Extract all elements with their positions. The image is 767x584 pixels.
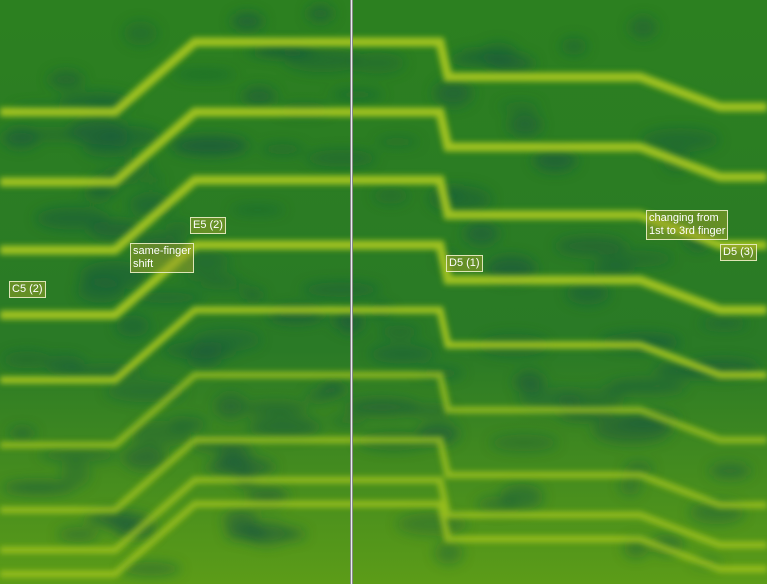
noise-blotch bbox=[376, 137, 420, 147]
noise-blotch bbox=[57, 527, 99, 543]
label-line-2: 1st to 3rd finger bbox=[649, 225, 726, 237]
label-same-finger-shift: same-finger shift bbox=[130, 243, 195, 273]
noise-blotch bbox=[434, 541, 463, 565]
noise-blotch bbox=[200, 280, 251, 290]
noise-blotch bbox=[48, 70, 84, 89]
playhead-divider[interactable] bbox=[350, 0, 353, 584]
noise-blotch bbox=[260, 143, 304, 155]
noise-blotch bbox=[2, 481, 75, 494]
noise-blotch bbox=[165, 221, 192, 238]
noise-blotch bbox=[499, 101, 540, 112]
noise-blotch bbox=[61, 459, 90, 488]
harmonic-band bbox=[0, 107, 767, 187]
noise-blotch bbox=[9, 427, 36, 439]
harmonic-band bbox=[0, 500, 767, 578]
noise-blotch bbox=[247, 416, 322, 438]
noise-blotch bbox=[35, 207, 109, 230]
noise-blotch bbox=[120, 562, 181, 576]
noise-blotch bbox=[330, 90, 384, 100]
harmonic-band bbox=[0, 436, 767, 514]
noise-blotch bbox=[328, 417, 366, 426]
noise-blotch bbox=[242, 289, 264, 301]
noise-blotch bbox=[230, 205, 285, 215]
noise-blotch bbox=[242, 402, 308, 415]
noise-blotch bbox=[39, 448, 119, 462]
noise-blotch bbox=[170, 135, 250, 156]
noise-blotch bbox=[349, 52, 405, 74]
noise-blotch bbox=[477, 496, 519, 513]
noise-blotch bbox=[130, 420, 192, 448]
noise-blotch bbox=[490, 434, 558, 452]
label-d5-1: D5 (1) bbox=[446, 255, 483, 272]
harmonic-band bbox=[0, 306, 767, 384]
noise-blotch bbox=[306, 149, 377, 167]
noise-blotch bbox=[320, 382, 347, 397]
harmonic-band bbox=[0, 175, 767, 255]
noise-blotch bbox=[560, 37, 588, 55]
label-e5-2: E5 (2) bbox=[190, 217, 226, 234]
noise-blotch bbox=[2, 351, 52, 369]
label-c5-2: C5 (2) bbox=[9, 281, 46, 298]
noise-blotch bbox=[223, 509, 258, 533]
noise-blotch bbox=[280, 528, 306, 540]
noise-blotch bbox=[307, 4, 334, 23]
noise-blotch bbox=[555, 236, 627, 256]
label-line-1: same-finger bbox=[133, 245, 192, 257]
noise-blotch bbox=[115, 315, 150, 337]
noise-blotch bbox=[68, 118, 129, 145]
noise-blotch bbox=[508, 112, 542, 137]
noise-blotch bbox=[225, 526, 269, 540]
noise-blotch bbox=[231, 12, 264, 31]
noise-blotch bbox=[486, 53, 535, 73]
noise-blotch bbox=[206, 457, 276, 477]
noise-blotch bbox=[709, 463, 751, 479]
noise-blotch bbox=[700, 318, 748, 329]
noise-blotch bbox=[373, 187, 409, 204]
noise-blotch bbox=[518, 387, 582, 411]
noise-blotch bbox=[172, 70, 236, 79]
harmonic-band bbox=[0, 37, 767, 117]
noise-blotch bbox=[330, 311, 352, 329]
harmonic-band bbox=[0, 240, 767, 320]
noise-blotch bbox=[123, 445, 167, 470]
noise-blotch bbox=[434, 79, 473, 107]
noise-blotch bbox=[619, 476, 641, 496]
noise-blotch bbox=[629, 16, 657, 39]
noise-blotch bbox=[514, 371, 544, 394]
noise-blotch bbox=[345, 398, 419, 416]
noise-blotch bbox=[566, 281, 610, 305]
noise-blotch bbox=[590, 262, 635, 277]
noise-blotch bbox=[2, 128, 39, 149]
label-changing-finger: changing from 1st to 3rd finger bbox=[646, 210, 729, 240]
noise-blotch bbox=[486, 255, 537, 282]
noise-blotch bbox=[380, 325, 419, 339]
harmonic-band bbox=[0, 476, 767, 554]
noise-blotch bbox=[464, 222, 499, 246]
noise-blotch bbox=[370, 345, 435, 364]
noise-blotch bbox=[187, 344, 223, 369]
noise-blotch bbox=[128, 291, 205, 304]
noise-blotch bbox=[641, 128, 720, 153]
noise-blotch bbox=[404, 406, 455, 415]
noise-blotch bbox=[302, 282, 380, 297]
noise-blotch bbox=[533, 149, 577, 172]
noise-blotch bbox=[183, 250, 230, 272]
harmonic-band bbox=[0, 371, 767, 449]
label-line-1: changing from bbox=[649, 212, 719, 224]
noise-blotch bbox=[624, 463, 653, 475]
label-d5-3: D5 (3) bbox=[720, 244, 757, 261]
label-line-2: shift bbox=[133, 258, 154, 270]
noise-blotch bbox=[215, 393, 247, 419]
noise-blotch bbox=[138, 174, 164, 185]
noise-blotch bbox=[242, 86, 277, 106]
noise-blotch bbox=[180, 271, 237, 283]
noise-blotch bbox=[123, 20, 158, 46]
noise-blotch bbox=[243, 46, 321, 57]
